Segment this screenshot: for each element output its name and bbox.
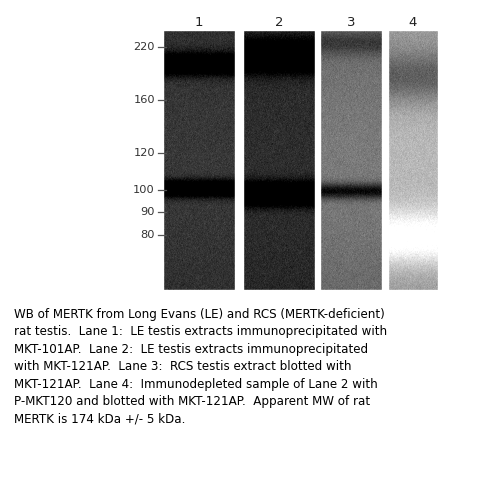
Text: 120: 120 bbox=[134, 148, 155, 158]
Text: 80: 80 bbox=[140, 230, 155, 240]
Text: 2: 2 bbox=[275, 15, 283, 28]
Text: 220: 220 bbox=[134, 42, 155, 52]
Text: 3: 3 bbox=[347, 15, 355, 28]
Text: 4: 4 bbox=[409, 15, 417, 28]
Text: 100: 100 bbox=[133, 185, 155, 195]
Text: 1: 1 bbox=[195, 15, 203, 28]
Text: 90: 90 bbox=[140, 207, 155, 217]
Text: 160: 160 bbox=[134, 95, 155, 105]
Text: WB of MERTK from Long Evans (LE) and RCS (MERTK-deficient)
rat testis.  Lane 1: : WB of MERTK from Long Evans (LE) and RCS… bbox=[14, 308, 387, 426]
